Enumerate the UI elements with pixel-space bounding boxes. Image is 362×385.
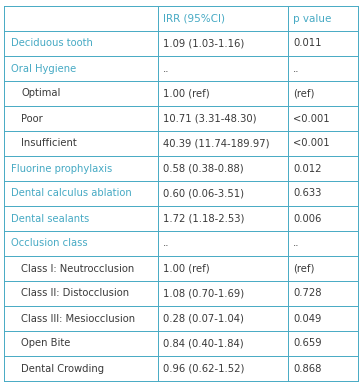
Text: 0.049: 0.049 <box>293 313 321 323</box>
Text: Poor: Poor <box>21 114 43 124</box>
Text: <0.001: <0.001 <box>293 114 330 124</box>
Text: p value: p value <box>293 13 331 23</box>
Text: 0.006: 0.006 <box>293 214 321 224</box>
Text: ..: .. <box>293 238 299 248</box>
Text: 1.09 (1.03-1.16): 1.09 (1.03-1.16) <box>163 38 244 49</box>
Text: Dental Crowding: Dental Crowding <box>21 363 104 373</box>
Text: ..: .. <box>293 64 299 74</box>
Text: 0.58 (0.38-0.88): 0.58 (0.38-0.88) <box>163 164 244 174</box>
Text: Dental calculus ablation: Dental calculus ablation <box>11 189 132 199</box>
Text: 0.659: 0.659 <box>293 338 321 348</box>
Text: 0.728: 0.728 <box>293 288 321 298</box>
Text: IRR (95%CI): IRR (95%CI) <box>163 13 225 23</box>
Text: Open Bite: Open Bite <box>21 338 70 348</box>
Text: <0.001: <0.001 <box>293 139 330 149</box>
Text: 0.011: 0.011 <box>293 38 321 49</box>
Text: 0.60 (0.06-3.51): 0.60 (0.06-3.51) <box>163 189 244 199</box>
Text: Deciduous tooth: Deciduous tooth <box>11 38 93 49</box>
Text: ..: .. <box>163 64 169 74</box>
Text: Dental sealants: Dental sealants <box>11 214 89 224</box>
Text: 0.633: 0.633 <box>293 189 321 199</box>
Text: ..: .. <box>163 238 169 248</box>
Text: 1.00 (ref): 1.00 (ref) <box>163 263 210 273</box>
Text: Optimal: Optimal <box>21 89 60 99</box>
Text: Fluorine prophylaxis: Fluorine prophylaxis <box>11 164 112 174</box>
Text: 10.71 (3.31-48.30): 10.71 (3.31-48.30) <box>163 114 257 124</box>
Text: (ref): (ref) <box>293 89 314 99</box>
Text: Class II: Distocclusion: Class II: Distocclusion <box>21 288 129 298</box>
Text: 0.868: 0.868 <box>293 363 321 373</box>
Text: 1.08 (0.70-1.69): 1.08 (0.70-1.69) <box>163 288 244 298</box>
Text: 0.84 (0.40-1.84): 0.84 (0.40-1.84) <box>163 338 244 348</box>
Text: 40.39 (11.74-189.97): 40.39 (11.74-189.97) <box>163 139 269 149</box>
Text: Oral Hygiene: Oral Hygiene <box>11 64 76 74</box>
Text: 0.96 (0.62-1.52): 0.96 (0.62-1.52) <box>163 363 244 373</box>
Text: 1.00 (ref): 1.00 (ref) <box>163 89 210 99</box>
Text: 1.72 (1.18-2.53): 1.72 (1.18-2.53) <box>163 214 244 224</box>
Text: Occlusion class: Occlusion class <box>11 238 88 248</box>
Text: 0.28 (0.07-1.04): 0.28 (0.07-1.04) <box>163 313 244 323</box>
Text: Class III: Mesiocclusion: Class III: Mesiocclusion <box>21 313 135 323</box>
Text: Insufficient: Insufficient <box>21 139 77 149</box>
Text: Class I: Neutrocclusion: Class I: Neutrocclusion <box>21 263 134 273</box>
Text: (ref): (ref) <box>293 263 314 273</box>
Text: 0.012: 0.012 <box>293 164 321 174</box>
